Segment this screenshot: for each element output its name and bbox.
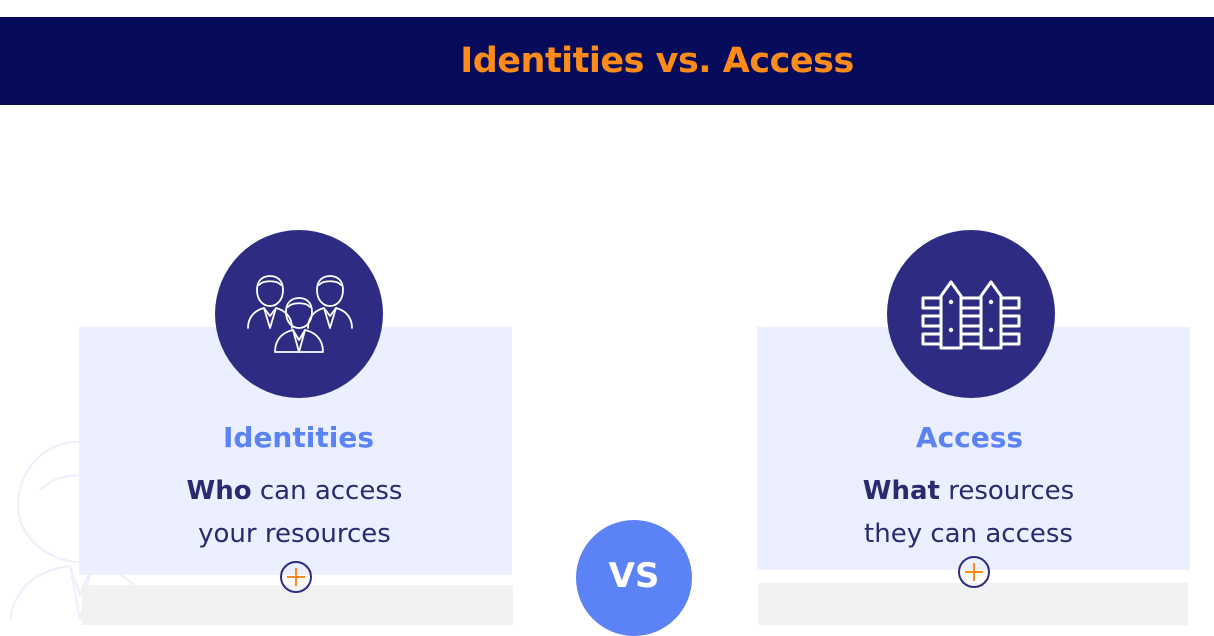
identities-icon-circle bbox=[215, 230, 383, 398]
vs-label: VS bbox=[608, 556, 660, 596]
access-card-footer bbox=[758, 583, 1188, 625]
access-description-line2: they can access bbox=[864, 519, 1073, 549]
header-banner: Identities vs. Access bbox=[0, 17, 1214, 105]
fence-icon bbox=[921, 280, 1021, 350]
identities-description-line2: your resources bbox=[198, 519, 391, 549]
people-group-icon bbox=[247, 275, 353, 353]
access-description-rest: resources bbox=[939, 476, 1075, 506]
vs-badge: VS bbox=[576, 520, 692, 636]
identities-description-bold: Who bbox=[186, 476, 252, 506]
identities-expand-plus-icon[interactable] bbox=[280, 561, 312, 593]
access-description: What resources they can access bbox=[752, 470, 1185, 556]
page-title: Identities vs. Access bbox=[460, 41, 854, 81]
access-description-bold: What bbox=[862, 476, 940, 506]
identities-description-line1: Who can access bbox=[78, 470, 511, 513]
access-title: Access bbox=[915, 421, 1024, 454]
access-description-line1: What resources bbox=[752, 470, 1185, 513]
access-expand-plus-icon[interactable] bbox=[958, 556, 990, 588]
identities-title: Identities bbox=[222, 421, 374, 454]
identities-description: Who can access your resources bbox=[78, 470, 511, 556]
identities-description-rest: can access bbox=[251, 476, 403, 506]
access-icon-circle bbox=[887, 230, 1055, 398]
